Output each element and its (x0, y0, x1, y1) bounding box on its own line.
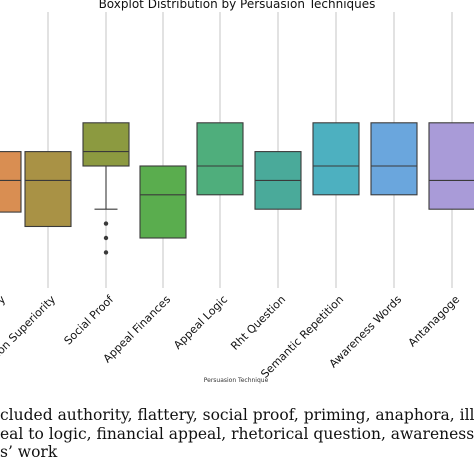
box (24, 151, 72, 228)
box (139, 165, 187, 239)
box (370, 122, 418, 196)
outlier-point (103, 235, 109, 241)
box (428, 122, 474, 210)
box (312, 122, 360, 196)
caption-line: eal to logic, financial appeal, rhetoric… (0, 424, 474, 443)
box (82, 122, 130, 167)
chart-title: Boxplot Distribution by Persuasion Techn… (99, 0, 376, 11)
boxplot-chart: Boxplot Distribution by Persuasion Techn… (0, 0, 474, 384)
caption-line: s’ work (0, 443, 58, 461)
x-axis-label: Persuasion Technique (204, 377, 269, 384)
outlier-point (103, 221, 109, 226)
x-tick-label: Rht Question (228, 293, 288, 353)
x-tick-label: Antanagoge (406, 293, 463, 350)
x-tick-label: Social Proof (62, 292, 117, 347)
caption-line: cluded authority, flattery, social proof… (0, 406, 474, 424)
box (196, 122, 244, 196)
outlier-point (103, 250, 109, 255)
x-tick-label: Illusion Superiority (0, 293, 58, 375)
box (0, 151, 22, 213)
boxes (0, 122, 474, 255)
x-tick-label: Appeal Logic (171, 293, 230, 352)
figure-caption: cluded authority, flattery, social proof… (0, 406, 474, 462)
x-tick-label: ry (0, 293, 8, 310)
